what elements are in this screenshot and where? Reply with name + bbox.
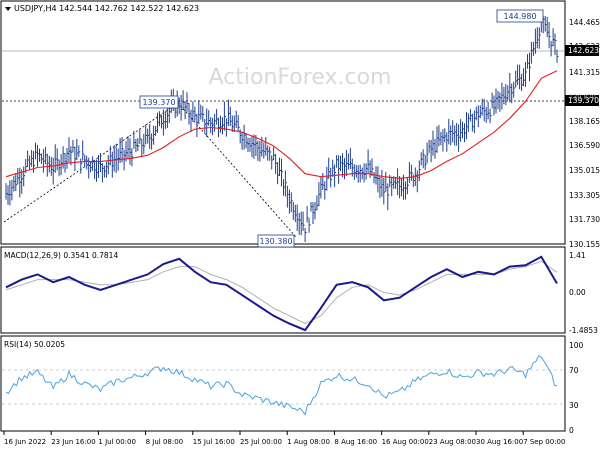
x-axis-label: 1 Aug 08:00: [287, 438, 330, 446]
price-tick: 138.165: [569, 117, 600, 126]
price-tick: 133.305: [569, 191, 600, 200]
price-panel-border: [0, 0, 566, 245]
x-axis-label: 7 Sep 00:00: [523, 438, 565, 446]
x-axis-label: 25 Jul 00:00: [240, 438, 282, 446]
price-tick: 135.015: [569, 166, 600, 175]
macd-tick: -1.4853: [569, 326, 598, 335]
rsi-tick: 30: [569, 401, 579, 410]
current-price-badge: [565, 45, 599, 56]
dropdown-triangle-icon: [5, 7, 11, 11]
x-axis-label: 16 Jun 2022: [4, 438, 46, 446]
price-tick: 144.465: [569, 18, 600, 27]
x-axis: 16 Jun 2022 23 Jun 16:00 1 Jul 00:00 8 Jul …: [3, 431, 565, 446]
price-bars: [5, 15, 559, 242]
x-axis-label: 1 Jul 00:00: [98, 438, 136, 446]
mid-high-annotation: 139.370: [142, 98, 175, 107]
rsi-panel-border: [0, 335, 566, 432]
rsi-tick: 100: [569, 341, 584, 350]
x-axis-label: 30 Aug 16:00: [476, 438, 523, 446]
price-tick: 131.730: [569, 215, 600, 224]
high-annotation-box: [496, 9, 544, 23]
level-badge: [565, 95, 599, 106]
rsi-tick: 70: [569, 366, 579, 375]
rsi-tick: 0: [569, 426, 574, 435]
rsi-line: [5, 355, 558, 416]
symbol-header: USDJPY,H4 142.544 142.762 142.522 142.62…: [5, 4, 199, 13]
price-tick: 136.590: [569, 141, 600, 150]
level-label: 139.370: [568, 96, 599, 105]
low-annotation: 130.380: [259, 237, 292, 246]
x-axis-label: 15 Jul 16:00: [193, 438, 235, 446]
hidden-price-tick: 139.870: [569, 93, 596, 101]
x-axis-label: 23 Aug 08:00: [429, 438, 476, 446]
macd-tick: 1.41: [569, 251, 586, 260]
moving-average-line: [5, 70, 558, 179]
x-axis-label: 23 Jun 16:00: [51, 438, 95, 446]
price-tick: 141.315: [569, 68, 600, 77]
x-axis-label: 8 Jul 08:00: [146, 438, 184, 446]
macd-signal-line: [5, 260, 558, 325]
current-price-label: 142.623: [568, 46, 599, 55]
macd-tick: 0.00: [569, 288, 586, 297]
macd-line: [5, 255, 558, 332]
high-annotation: 144.980: [503, 12, 536, 21]
trendline-down: [177, 102, 297, 238]
watermark: ActionForex.com: [209, 65, 392, 90]
low-annotation-box: [257, 234, 295, 248]
x-axis-label: 16 Aug 00:00: [382, 438, 429, 446]
x-axis-label: 8 Aug 16:00: [334, 438, 377, 446]
symbol-line: USDJPY,H4 142.544 142.762 142.522 142.62…: [14, 4, 199, 13]
macd-title: MACD(12,26,9) 0.3541 0.7814: [4, 251, 118, 260]
price-tick: 130.155: [569, 240, 600, 249]
rsi-title: RSI(14) 50.0205: [4, 340, 65, 349]
mid-high-annotation-box: [139, 95, 179, 109]
